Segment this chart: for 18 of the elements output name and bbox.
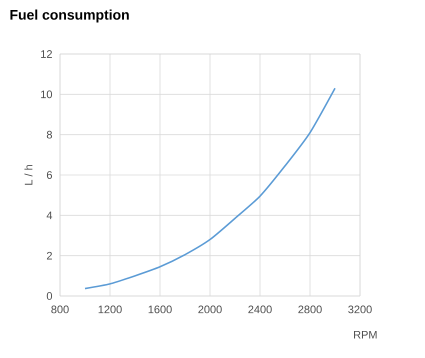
x-tick-label: 1600 [148,306,172,314]
y-tick-label: 4 [46,212,52,220]
x-tick-label: 2000 [198,306,222,314]
x-tick-label: 3200 [348,306,372,314]
x-tick-label: 800 [51,306,69,314]
line-series [84,87,336,290]
y-tick-label: 10 [41,90,52,98]
y-tick-label: 2 [46,252,52,260]
y-axis-title: L / h [24,165,32,185]
x-tick-label: 2800 [298,306,322,314]
chart-title: Fuel consumption [10,10,129,23]
x-tick-label: 1200 [98,306,122,314]
y-tick-label: 0 [46,292,52,300]
y-tick-label: 12 [41,50,52,58]
x-axis-title: RPM [354,330,377,339]
x-tick-label: 2400 [248,306,272,314]
y-tick-label: 6 [46,171,52,179]
y-tick-label: 8 [46,130,52,139]
